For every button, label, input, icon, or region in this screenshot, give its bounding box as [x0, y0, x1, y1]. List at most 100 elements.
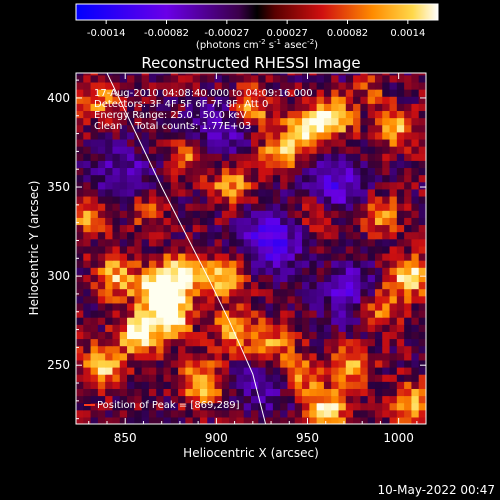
heatmap-cell	[265, 274, 274, 283]
heatmap-cell	[331, 188, 340, 197]
heatmap-cell	[214, 96, 223, 104]
heatmap-cell	[331, 203, 340, 211]
heatmap-cell	[418, 288, 426, 297]
heatmap-cell	[418, 302, 426, 311]
heatmap-cell	[112, 302, 121, 311]
heatmap-cell	[119, 231, 128, 240]
heatmap-cell	[185, 238, 194, 247]
heatmap-cell	[287, 381, 296, 389]
heatmap-cell	[192, 160, 201, 169]
heatmap-cell	[353, 167, 361, 176]
heatmap-cell	[185, 302, 194, 311]
heatmap-cell	[345, 359, 354, 368]
heatmap-cell	[302, 252, 310, 261]
heatmap-cell	[207, 245, 216, 254]
heatmap-cell	[163, 331, 172, 340]
heatmap-cell	[156, 146, 165, 154]
heatmap-cell	[83, 381, 92, 389]
heatmap-cell	[280, 345, 289, 354]
heatmap-cell	[243, 324, 252, 332]
heatmap-cell	[243, 388, 252, 397]
heatmap-cell	[76, 352, 84, 361]
heatmap-cell	[272, 374, 281, 382]
heatmap-cell	[97, 366, 106, 375]
heatmap-cell	[382, 309, 391, 318]
heatmap-cell	[272, 409, 281, 418]
heatmap-cell	[178, 338, 186, 347]
heatmap-cell	[389, 260, 398, 268]
heatmap-cell	[156, 238, 165, 247]
heatmap-cell	[367, 402, 376, 411]
heatmap-cell	[382, 210, 391, 218]
heatmap-cell	[236, 231, 245, 240]
heatmap-cell	[367, 366, 376, 375]
heatmap-cell	[323, 338, 332, 347]
heatmap-cell	[418, 81, 426, 90]
heatmap-cell	[251, 288, 259, 297]
heatmap-cell	[316, 267, 325, 275]
heatmap-cell	[163, 295, 172, 304]
heatmap-cell	[192, 224, 201, 233]
heatmap-cell	[389, 167, 398, 176]
heatmap-cell	[134, 395, 143, 404]
heatmap-cell	[90, 402, 99, 411]
heatmap-cell	[316, 203, 325, 211]
heatmap-cell	[207, 167, 216, 176]
heatmap-cell	[97, 81, 106, 90]
heatmap-cell	[331, 416, 340, 424]
heatmap-cell	[199, 238, 208, 247]
heatmap-cell	[97, 73, 106, 76]
heatmap-cell	[221, 231, 230, 240]
heatmap-cell	[243, 203, 252, 211]
heatmap-cell	[294, 317, 303, 325]
heatmap-cell	[265, 395, 274, 404]
heatmap-cell	[156, 73, 165, 76]
heatmap-cell	[302, 89, 310, 97]
heatmap-cell	[287, 210, 296, 218]
heatmap-cell	[382, 96, 391, 104]
heatmap-cell	[265, 302, 274, 311]
heatmap-cell	[192, 238, 201, 247]
heatmap-cell	[360, 274, 369, 283]
heatmap-cell	[199, 181, 208, 190]
heatmap-cell	[105, 409, 114, 418]
heatmap-cell	[185, 338, 194, 347]
heatmap-cell	[345, 138, 354, 147]
heatmap-cell	[170, 388, 179, 397]
heatmap-cell	[119, 267, 128, 275]
heatmap-cell	[134, 103, 143, 112]
heatmap-cell	[382, 224, 391, 233]
heatmap-cell	[404, 81, 413, 90]
heatmap-cell	[418, 331, 426, 340]
heatmap-cell	[360, 146, 369, 154]
heatmap-cell	[97, 217, 106, 226]
heatmap-cell	[83, 366, 92, 375]
heatmap-cell	[294, 181, 303, 190]
heatmap-cell	[272, 281, 281, 290]
heatmap-cell	[411, 217, 420, 226]
heatmap-cell	[141, 288, 150, 297]
heatmap-cell	[338, 366, 347, 375]
heatmap-cell	[294, 402, 303, 411]
heatmap-cell	[345, 124, 354, 133]
heatmap-cell	[404, 96, 413, 104]
heatmap-cell	[316, 81, 325, 90]
heatmap-cell	[323, 153, 332, 161]
heatmap-cell	[367, 103, 376, 112]
heatmap-cell	[382, 188, 391, 197]
heatmap-cell	[404, 188, 413, 197]
heatmap-cell	[163, 210, 172, 218]
heatmap-cell	[316, 274, 325, 283]
heatmap-cell	[112, 174, 121, 183]
heatmap-cell	[134, 117, 143, 126]
heatmap-cell	[302, 374, 310, 382]
heatmap-cell	[76, 267, 84, 275]
heatmap-cell	[345, 366, 354, 375]
heatmap-cell	[309, 195, 318, 204]
heatmap-cell	[141, 409, 150, 418]
heatmap-cell	[360, 395, 369, 404]
heatmap-cell	[199, 224, 208, 233]
heatmap-cell	[112, 352, 121, 361]
heatmap-cell	[418, 117, 426, 126]
heatmap-cell	[178, 245, 186, 254]
